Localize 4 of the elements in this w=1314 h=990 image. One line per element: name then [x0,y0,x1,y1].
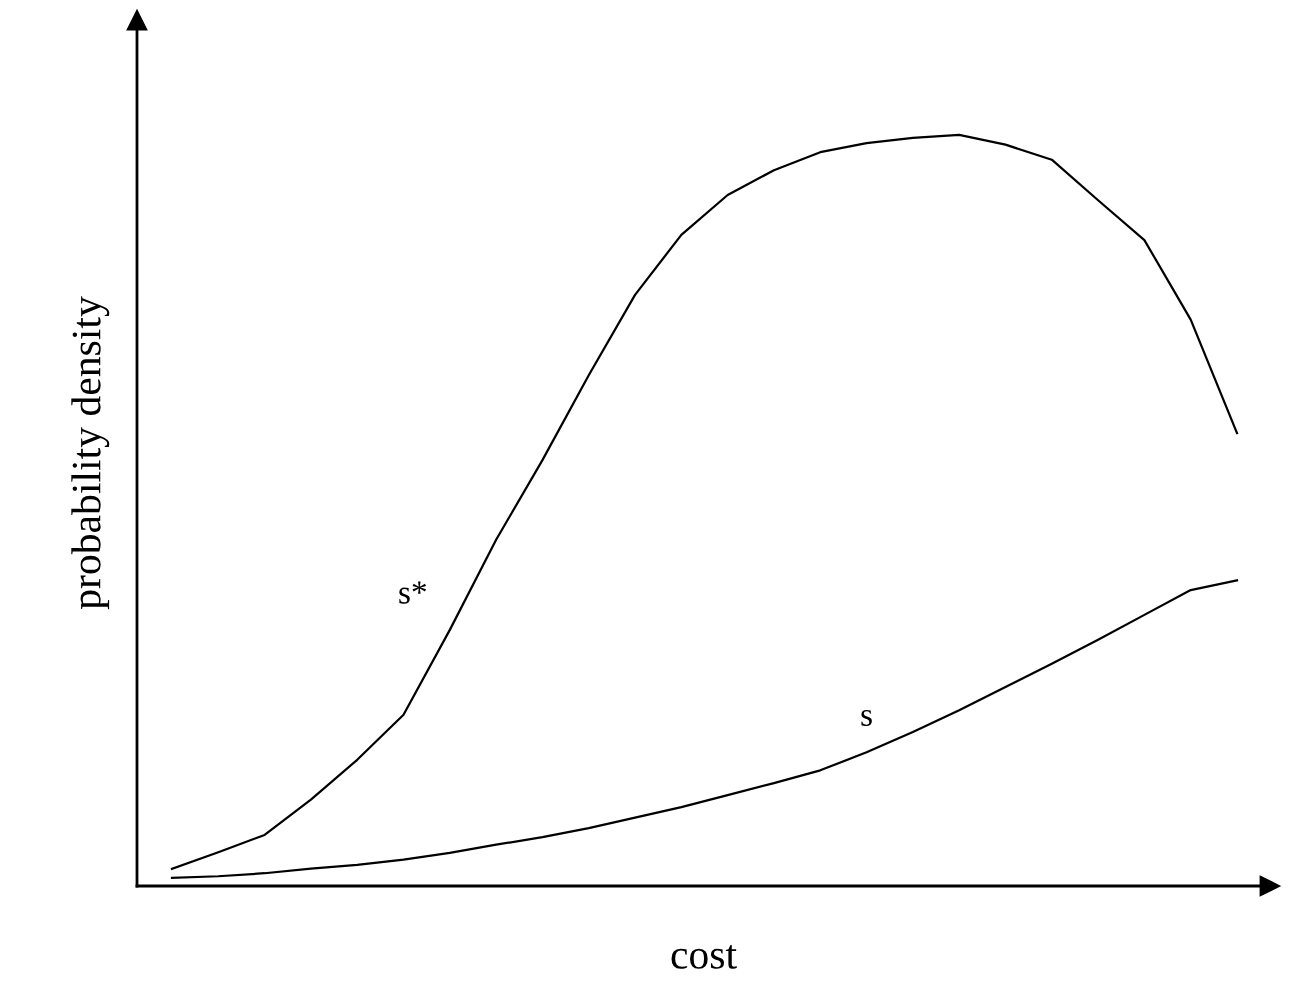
x-axis-title: cost [671,944,737,969]
series-label: s* [399,581,427,604]
y-axis-title: probability density [71,296,110,610]
series-label: s [861,709,872,726]
